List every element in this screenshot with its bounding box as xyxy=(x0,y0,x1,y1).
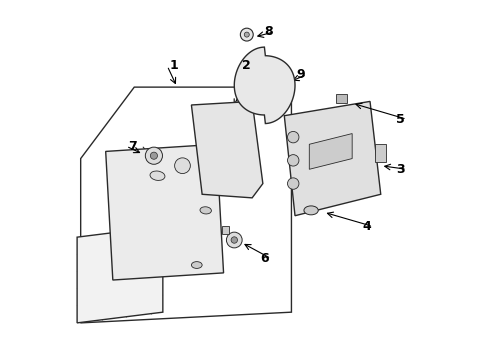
Circle shape xyxy=(245,32,249,37)
Circle shape xyxy=(174,158,190,174)
Text: 3: 3 xyxy=(396,163,405,176)
Circle shape xyxy=(288,178,299,189)
Ellipse shape xyxy=(304,206,318,215)
Text: 5: 5 xyxy=(396,113,405,126)
Polygon shape xyxy=(336,94,347,103)
Circle shape xyxy=(288,155,299,166)
Circle shape xyxy=(146,147,163,164)
Text: 1: 1 xyxy=(169,59,178,72)
Polygon shape xyxy=(192,102,263,198)
Text: 8: 8 xyxy=(264,25,272,38)
Circle shape xyxy=(231,237,238,243)
Circle shape xyxy=(150,152,157,159)
Circle shape xyxy=(226,232,242,248)
Text: 4: 4 xyxy=(362,220,371,233)
Text: 2: 2 xyxy=(243,59,251,72)
Polygon shape xyxy=(106,144,223,280)
Circle shape xyxy=(241,28,253,41)
Ellipse shape xyxy=(192,262,202,269)
Polygon shape xyxy=(77,226,163,323)
Circle shape xyxy=(288,131,299,143)
Ellipse shape xyxy=(200,207,211,214)
Polygon shape xyxy=(375,144,386,162)
Text: 9: 9 xyxy=(296,68,305,81)
Text: 7: 7 xyxy=(128,140,137,153)
Polygon shape xyxy=(222,226,229,234)
Text: 6: 6 xyxy=(260,252,269,265)
Polygon shape xyxy=(309,134,352,169)
Polygon shape xyxy=(284,102,381,216)
Polygon shape xyxy=(234,47,295,123)
Ellipse shape xyxy=(150,171,165,180)
